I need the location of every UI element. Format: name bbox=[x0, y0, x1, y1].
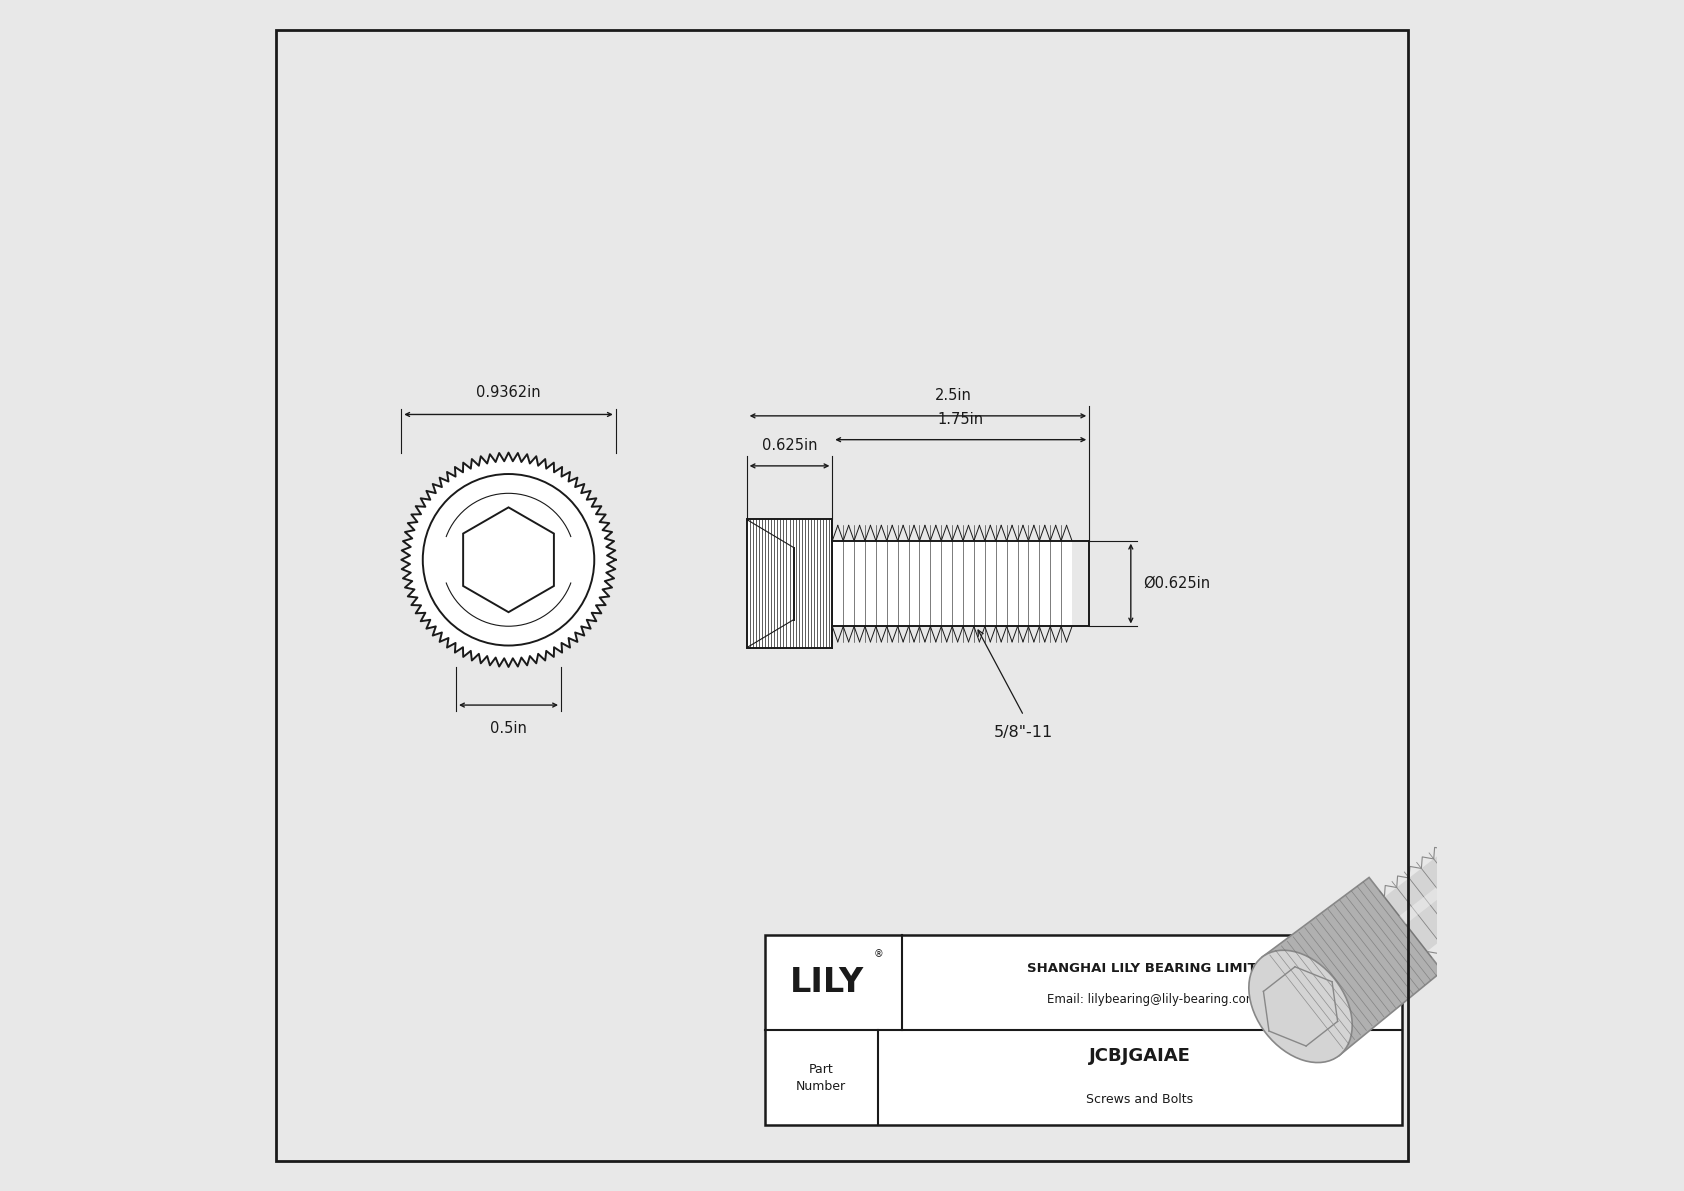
Text: 0.9362in: 0.9362in bbox=[477, 385, 541, 400]
Polygon shape bbox=[401, 453, 616, 667]
Bar bbox=[832, 541, 1073, 626]
Text: JCBJGAIAE: JCBJGAIAE bbox=[1090, 1047, 1191, 1066]
Text: LILY: LILY bbox=[790, 966, 864, 999]
Polygon shape bbox=[463, 507, 554, 612]
Text: Ø0.625in: Ø0.625in bbox=[1143, 576, 1209, 591]
Text: Screws and Bolts: Screws and Bolts bbox=[1086, 1093, 1194, 1105]
Text: 2.5in: 2.5in bbox=[935, 388, 972, 403]
Ellipse shape bbox=[1645, 685, 1684, 741]
Polygon shape bbox=[1261, 878, 1442, 1055]
Polygon shape bbox=[1384, 687, 1684, 952]
Text: 1.75in: 1.75in bbox=[938, 412, 983, 426]
Text: SHANGHAI LILY BEARING LIMITED: SHANGHAI LILY BEARING LIMITED bbox=[1027, 962, 1276, 974]
Polygon shape bbox=[1399, 705, 1676, 924]
Text: Email: lilybearing@lily-bearing.com: Email: lilybearing@lily-bearing.com bbox=[1046, 993, 1256, 1005]
Ellipse shape bbox=[1250, 950, 1352, 1062]
Text: ®: ® bbox=[874, 949, 882, 959]
Text: Part
Number: Part Number bbox=[797, 1062, 847, 1093]
Text: 5/8"-11: 5/8"-11 bbox=[994, 725, 1054, 741]
Bar bbox=[746, 519, 832, 648]
Text: 0.625in: 0.625in bbox=[761, 438, 817, 453]
Bar bbox=[765, 935, 1401, 1125]
Text: 0.5in: 0.5in bbox=[490, 721, 527, 736]
Circle shape bbox=[423, 474, 594, 646]
